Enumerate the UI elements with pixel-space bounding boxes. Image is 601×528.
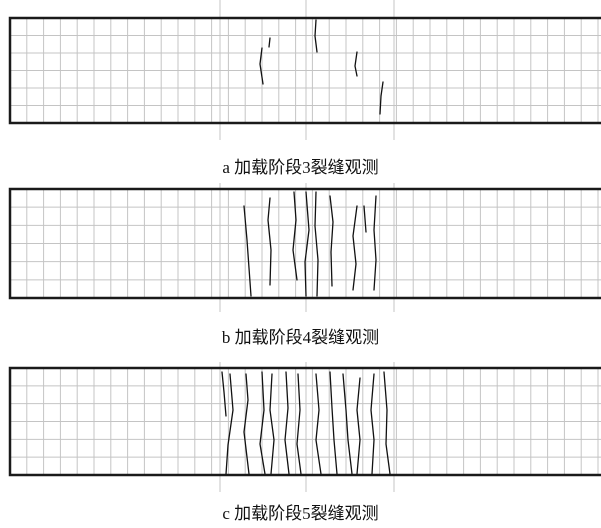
caption-a: a 加载阶段3裂缝观测: [222, 158, 379, 177]
crack-line: [225, 373, 234, 475]
crack-line: [292, 191, 298, 281]
crack-line: [259, 371, 266, 475]
beam-outline-a: [8, 16, 601, 125]
crack-line: [383, 371, 391, 475]
beam-outline-b: [8, 187, 601, 300]
crack-line: [314, 191, 319, 297]
crack-line: [243, 205, 252, 297]
crack-line: [342, 373, 353, 475]
crack-line: [315, 373, 322, 475]
crack-line: [373, 195, 377, 291]
caption-b: b 加载阶段4裂缝观测: [221, 328, 380, 347]
crack-line: [284, 371, 290, 475]
crack-line: [356, 377, 361, 475]
caption-c: c 加载阶段5裂缝观测: [222, 504, 379, 523]
beam-outline-c: [8, 366, 601, 477]
crack-line: [269, 373, 275, 475]
crack-line: [329, 195, 334, 287]
crack-line: [354, 51, 358, 77]
crack-line: [221, 371, 227, 417]
crack-line: [268, 37, 271, 48]
crack-line: [370, 373, 375, 475]
crack-line: [259, 47, 264, 85]
crack-line: [267, 197, 272, 286]
crack-line: [363, 205, 367, 233]
crack-line: [329, 371, 338, 475]
crack-line: [314, 19, 318, 53]
crack-line: [352, 205, 358, 291]
crack-line: [243, 373, 250, 475]
crack-line: [304, 191, 310, 297]
crack-line: [379, 81, 384, 115]
crack-line: [296, 373, 302, 475]
